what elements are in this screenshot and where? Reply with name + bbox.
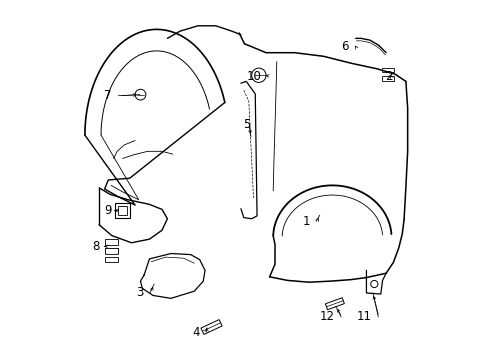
Bar	[105, 248, 118, 253]
Text: 7: 7	[104, 89, 112, 102]
Circle shape	[135, 89, 145, 100]
Text: 2: 2	[384, 69, 391, 82]
Bar	[115, 203, 130, 219]
Bar	[105, 239, 118, 245]
Circle shape	[251, 68, 265, 82]
Text: 5: 5	[243, 118, 250, 131]
Polygon shape	[201, 320, 222, 334]
Circle shape	[370, 280, 377, 288]
Polygon shape	[325, 298, 344, 310]
Bar	[382, 76, 393, 81]
Text: 6: 6	[340, 40, 348, 53]
Text: 11: 11	[356, 310, 371, 324]
Circle shape	[119, 207, 126, 215]
Text: 3: 3	[136, 287, 143, 300]
Bar	[382, 68, 393, 72]
Text: 9: 9	[104, 204, 112, 217]
Text: 1: 1	[302, 215, 309, 228]
Bar	[105, 248, 118, 253]
Text: 8: 8	[92, 240, 99, 253]
Bar	[105, 257, 118, 262]
Text: 10: 10	[246, 69, 261, 82]
Text: 12: 12	[319, 310, 334, 324]
Text: 4: 4	[192, 326, 199, 339]
